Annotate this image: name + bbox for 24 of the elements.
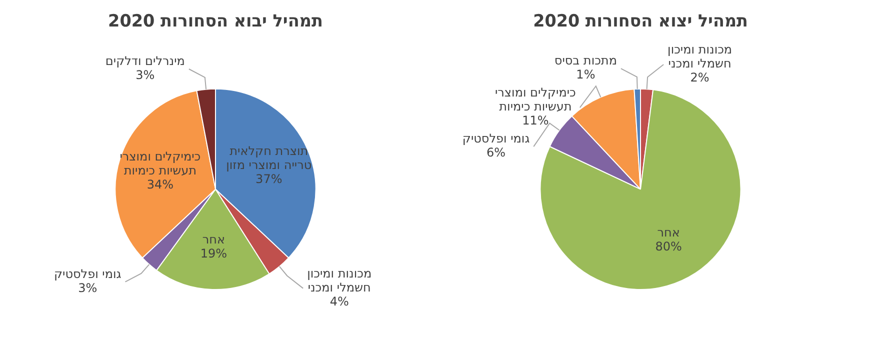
slice-label: כימיקלים ומוצרי תעשיות כימיות: [494, 86, 576, 114]
slice-label: מתכות בסיס: [554, 54, 617, 68]
data-label: 80%: [655, 239, 682, 254]
slice-label: מכונות ומיכון חשמלי ומכני: [307, 266, 372, 294]
chart-title: תמהיל יבוא הסחורות 2020: [108, 10, 323, 31]
slice-label: מינרלים ודלקים: [105, 54, 185, 68]
data-label: 6%: [486, 146, 506, 160]
data-label: 2%: [690, 70, 710, 85]
slice-label: מכונות ומיכון חשמלי ומכני: [668, 42, 732, 71]
slice-label: אחר: [202, 232, 225, 246]
slice-label: גומי ופלסטיק: [54, 266, 122, 281]
data-label: 37%: [256, 172, 282, 186]
slice-label: גומי ופלסטיק: [462, 132, 530, 146]
slice-label: תוצרת חקלאית טרייה ומוצרי מזון: [226, 144, 312, 172]
data-label: 19%: [200, 246, 228, 260]
slice-label: אחר: [657, 225, 680, 240]
data-label: 34%: [146, 177, 174, 192]
data-label: 3%: [136, 68, 155, 82]
data-label: 1%: [576, 68, 596, 82]
data-label: 3%: [78, 280, 98, 295]
slice-label: כימיקלים ומוצרי תעשיות כימיות: [120, 149, 201, 178]
data-label: 11%: [522, 114, 549, 128]
chart-title: תמהיל יצוא הסחורות 2020: [533, 10, 748, 31]
data-label: 4%: [330, 294, 349, 308]
